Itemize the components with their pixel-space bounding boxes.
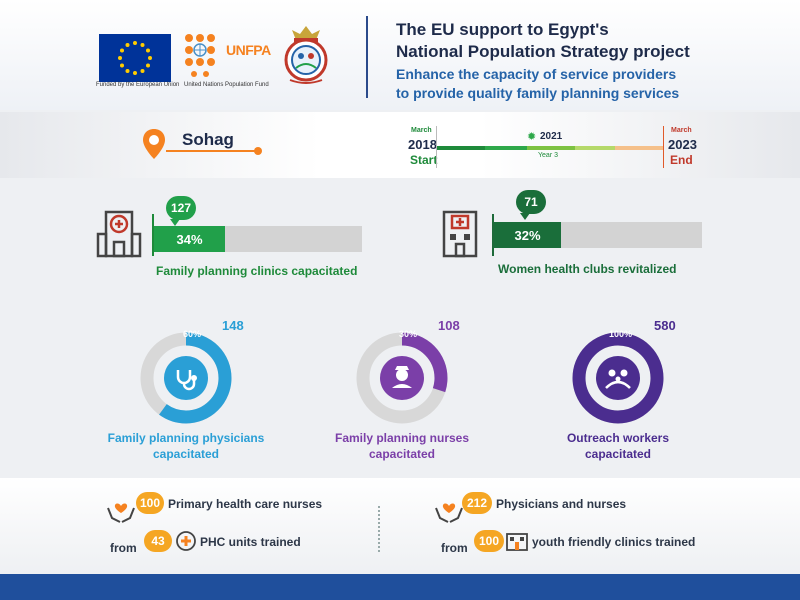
timeline-segment [485, 146, 527, 150]
unfpa-caption: United Nations Population Fund [184, 82, 269, 88]
clubs-progress-fill: 32% [494, 222, 561, 248]
clinics-count-badge: 127 [166, 196, 196, 226]
location-timeline-band [0, 112, 800, 178]
donut-center [164, 356, 208, 400]
nurses-text: Primary health care nurses [168, 497, 323, 511]
timeline-segment [437, 146, 485, 150]
hospital-icon [96, 208, 142, 263]
donut-label: Family planning nurses capacitated [302, 430, 502, 462]
timeline-start-month: March [411, 127, 432, 134]
location-underline [166, 150, 260, 152]
phc-count-badge: 43 [144, 530, 172, 552]
donut-label: Family planning physicians capacitated [86, 430, 286, 462]
timeline-current-year: 2021 [540, 131, 563, 142]
page-subtitle-line2: to provide quality family planning servi… [396, 85, 680, 101]
physicians-count-badge: 212 [462, 492, 492, 514]
from-label: from [441, 541, 468, 555]
phc-units-text: PHC units trained [200, 535, 301, 549]
nurse-icon [392, 366, 412, 388]
donut-label-line2: capacitated [152, 447, 220, 461]
timeline-start-label: Start [410, 153, 438, 167]
eu-caption: Funded by the European Union [96, 82, 180, 88]
location-name: Sohag [182, 130, 234, 149]
bar-axis [152, 214, 154, 256]
donut-count: 580 [654, 318, 676, 333]
donut-percent-label: 100% [609, 329, 633, 339]
hands-heart-icon [106, 498, 136, 529]
donut-chart-1 [354, 330, 450, 431]
donut-label-line2: capacitated [368, 447, 436, 461]
from-label: from [110, 541, 137, 555]
unfpa-wordmark: UNFPA [226, 42, 271, 58]
training-divider [378, 506, 380, 552]
page-subtitle-line1: Enhance the capacity of service provider… [396, 66, 677, 82]
timeline-start-year: 2018 [408, 137, 437, 152]
physicians-text: Physicians and nurses [496, 497, 627, 511]
timeline-segment [527, 146, 575, 150]
training-band [0, 478, 800, 574]
timeline-current-label: Year 3 [538, 152, 558, 159]
donut-count: 148 [222, 318, 244, 333]
timeline-start-marker [436, 126, 437, 168]
donut-percent-label: 30% [399, 329, 418, 339]
donut-label-line1: Family planning physicians [107, 431, 265, 445]
donut-percent-label: 60% [183, 329, 202, 339]
page-title-line1: The EU support to Egypt's [396, 20, 609, 39]
donut-chart-0 [138, 330, 234, 431]
nurses-count-badge: 100 [136, 492, 164, 514]
hands-heart-icon [434, 498, 464, 529]
donut-chart-2 [570, 330, 666, 431]
clinics-label: Family planning clinics capacitated [156, 264, 358, 278]
donut-arc [356, 332, 448, 424]
timeline-end-marker [663, 126, 664, 168]
footer-bar [0, 574, 800, 600]
ministry-of-health-logo [280, 24, 332, 93]
donut-label-line1: Family planning nurses [334, 431, 470, 445]
timeline-segment [575, 146, 615, 150]
gear-icon: ✹ [527, 131, 537, 143]
donut-arc [140, 332, 232, 424]
building-icon [440, 208, 480, 265]
clinic-building-icon [506, 531, 528, 556]
timeline-end-label: End [670, 153, 693, 167]
location-pin-icon [142, 128, 166, 165]
donut-arc [572, 332, 664, 424]
header-divider [366, 16, 368, 98]
unfpa-logo: UNFPA [182, 30, 271, 85]
page-title-line2: National Population Strategy project [396, 42, 690, 61]
clubs-label: Women health clubs revitalized [498, 262, 677, 276]
location-underline-dot [254, 147, 262, 155]
medical-cross-icon [176, 531, 196, 556]
clubs-count-badge: 71 [516, 190, 546, 220]
donut-count: 108 [438, 318, 460, 333]
timeline-end-month: March [671, 127, 692, 134]
youth-clinics-text: youth friendly clinics trained [532, 535, 696, 549]
eu-flag-logo [99, 34, 171, 82]
unfpa-people-icon [185, 34, 215, 77]
bar-axis [492, 214, 494, 256]
clinics-count-badge-2: 100 [474, 530, 504, 552]
family-icon [605, 369, 631, 389]
donut-label: Outreach workers capacitated [518, 430, 718, 462]
clinics-progress-fill: 34% [154, 226, 225, 252]
timeline-end-year: 2023 [668, 137, 697, 152]
donut-label-line2: capacitated [584, 447, 652, 461]
stethoscope-icon [176, 370, 197, 391]
timeline-segment [615, 146, 663, 150]
donut-label-line1: Outreach workers [566, 431, 670, 445]
